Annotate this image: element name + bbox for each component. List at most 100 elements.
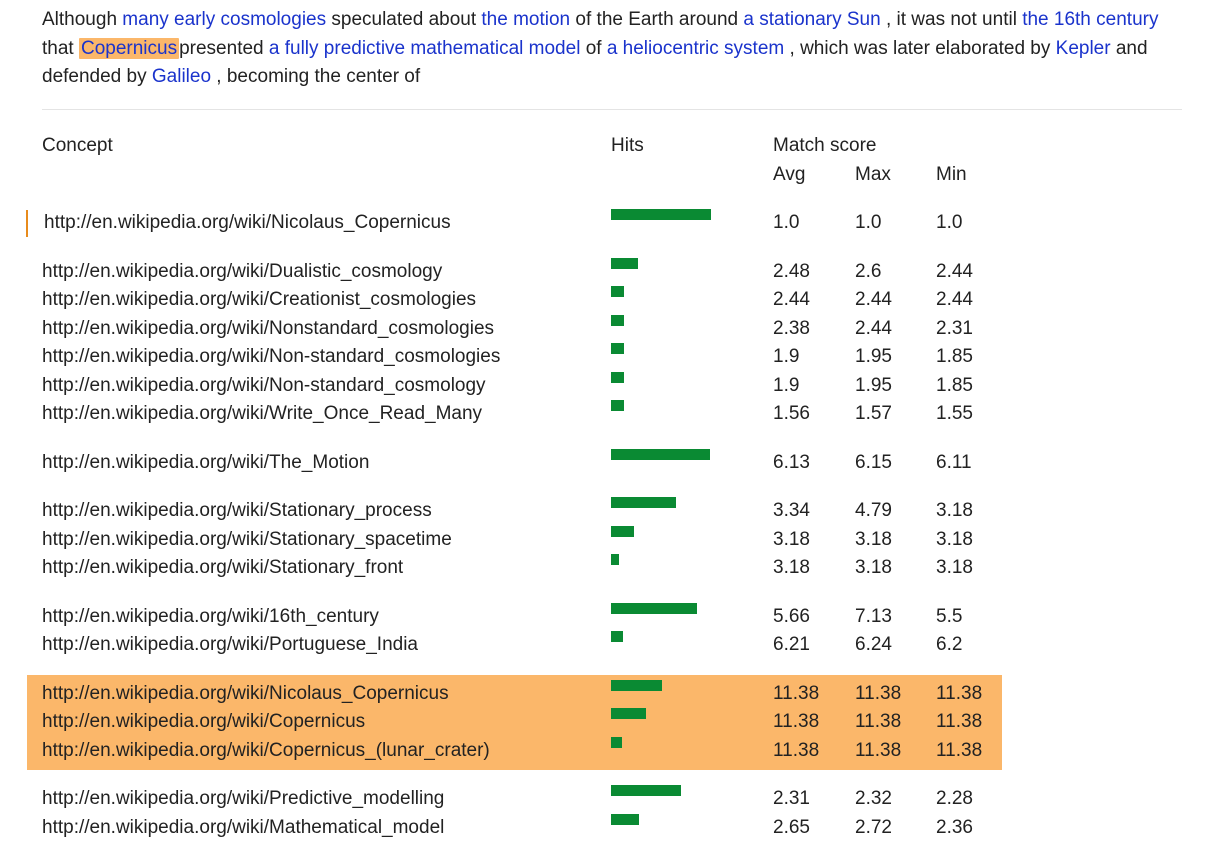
hits-bar — [611, 525, 634, 537]
concept-row: http://en.wikipedia.org/wiki/Nicolaus_Co… — [0, 209, 1214, 238]
score-max: 6.24 — [855, 634, 892, 655]
paragraph-text: of — [580, 37, 607, 59]
score-min: 6.11 — [936, 451, 972, 473]
score-avg: 2.38 — [773, 317, 810, 339]
score-avg: 1.0 — [773, 212, 800, 233]
hits-bar — [611, 631, 623, 642]
hits-bar — [611, 371, 624, 383]
hits-bar — [611, 785, 681, 796]
concept-row: http://en.wikipedia.org/wiki/Creationist… — [0, 286, 1214, 315]
hits-bar — [611, 314, 624, 326]
score-min: 11.38 — [936, 739, 983, 761]
hits-bar — [611, 257, 638, 269]
score-min: 2.28 — [936, 788, 973, 809]
score-max: 11.38 — [855, 711, 902, 732]
hits-bar — [611, 554, 619, 565]
concept-uri[interactable]: http://en.wikipedia.org/wiki/Non-standar… — [42, 346, 501, 367]
hits-bar — [611, 400, 624, 411]
concept-uri[interactable]: http://en.wikipedia.org/wiki/16th_centur… — [42, 605, 379, 627]
score-max: 6.15 — [855, 451, 892, 473]
concept-uri[interactable]: http://en.wikipedia.org/wiki/Stationary_… — [42, 557, 404, 578]
column-header-avg: Avg — [773, 164, 806, 185]
paragraph-text: , which was later elaborated by — [784, 37, 1056, 59]
score-avg: 11.38 — [773, 711, 820, 732]
highlighted-concept-link[interactable]: Copernicus — [78, 37, 180, 59]
concept-link[interactable]: the motion — [481, 9, 571, 30]
concept-uri[interactable]: http://en.wikipedia.org/wiki/Nonstandard… — [42, 317, 495, 339]
score-avg: 6.21 — [773, 634, 810, 655]
column-header-match-score: Match score — [773, 135, 877, 156]
score-avg: 1.56 — [773, 403, 810, 424]
score-min: 6.2 — [936, 634, 963, 655]
score-max: 7.13 — [855, 605, 892, 627]
hits-bar — [611, 448, 710, 460]
concept-row: http://en.wikipedia.org/wiki/Stationary_… — [0, 554, 1214, 583]
score-min: 3.18 — [936, 528, 973, 550]
concept-uri[interactable]: http://en.wikipedia.org/wiki/Stationary_… — [42, 500, 432, 521]
concept-link[interactable]: many early cosmologies — [122, 9, 327, 30]
concept-row: http://en.wikipedia.org/wiki/Copernicus 1… — [0, 708, 1214, 737]
score-avg: 11.38 — [773, 682, 820, 704]
concept-row: http://en.wikipedia.org/wiki/Portuguese_… — [0, 631, 1214, 660]
concept-link[interactable]: a heliocentric system — [606, 37, 785, 59]
score-max: 2.6 — [855, 260, 882, 282]
hits-bar — [611, 708, 646, 719]
concept-row: http://en.wikipedia.org/wiki/Copernicus_… — [0, 736, 1214, 766]
column-header-hits: Hits — [611, 135, 644, 156]
concept-row: http://en.wikipedia.org/wiki/Mathematica… — [0, 813, 1214, 843]
concept-uri[interactable]: http://en.wikipedia.org/wiki/Nicolaus_Co… — [44, 212, 451, 233]
paragraph-text: and defended by — [42, 37, 1148, 88]
score-avg: 3.34 — [773, 500, 810, 521]
concept-uri[interactable]: http://en.wikipedia.org/wiki/Write_Once_… — [42, 403, 483, 424]
score-avg: 1.9 — [773, 374, 800, 396]
score-min: 3.18 — [936, 500, 973, 521]
score-max: 2.44 — [855, 317, 892, 339]
concept-uri[interactable]: http://en.wikipedia.org/wiki/Non-standar… — [42, 374, 486, 396]
column-header-min: Min — [936, 164, 967, 185]
concept-row: http://en.wikipedia.org/wiki/The_Motion 6… — [0, 448, 1214, 478]
paragraph-text: , it was not until — [880, 9, 1023, 30]
score-min: 2.36 — [936, 816, 973, 838]
concept-link[interactable]: Galileo — [151, 66, 212, 87]
score-min: 1.0 — [936, 212, 963, 233]
paragraph-text: presented — [179, 37, 269, 59]
score-max: 2.44 — [855, 289, 892, 310]
score-avg: 2.48 — [773, 260, 810, 282]
divider — [42, 109, 1182, 110]
hits-bar — [611, 497, 676, 508]
score-min: 1.55 — [936, 403, 973, 424]
concept-uri[interactable]: http://en.wikipedia.org/wiki/Nicolaus_Co… — [42, 682, 449, 704]
score-max: 11.38 — [855, 739, 902, 761]
concept-uri[interactable]: http://en.wikipedia.org/wiki/Dualistic_c… — [42, 260, 443, 282]
concept-row: http://en.wikipedia.org/wiki/Write_Once_… — [0, 400, 1214, 429]
concept-link[interactable]: a fully predictive mathematical model — [268, 37, 581, 59]
concept-row: http://en.wikipedia.org/wiki/Predictive_… — [0, 785, 1214, 814]
concept-uri[interactable]: http://en.wikipedia.org/wiki/Creationist… — [42, 289, 477, 310]
concept-uri[interactable]: http://en.wikipedia.org/wiki/Stationary_… — [42, 528, 452, 550]
score-min: 5.5 — [936, 605, 963, 627]
concept-uri[interactable]: http://en.wikipedia.org/wiki/Portuguese_… — [42, 634, 419, 655]
score-min: 1.85 — [936, 374, 973, 396]
score-avg: 5.66 — [773, 605, 810, 627]
concept-link[interactable]: the 16th century — [1022, 9, 1159, 30]
paragraph-text: speculated about — [326, 9, 482, 30]
score-avg: 2.31 — [773, 788, 810, 809]
score-min: 3.18 — [936, 557, 973, 578]
concept-uri[interactable]: http://en.wikipedia.org/wiki/The_Motion — [42, 451, 370, 473]
concept-row: http://en.wikipedia.org/wiki/Nicolaus_Co… — [0, 679, 1214, 709]
concept-uri[interactable]: http://en.wikipedia.org/wiki/Predictive_… — [42, 788, 445, 809]
concept-link[interactable]: Kepler — [1055, 37, 1111, 59]
concept-link[interactable]: a stationary Sun — [743, 9, 881, 30]
concept-uri[interactable]: http://en.wikipedia.org/wiki/Copernicus_… — [42, 739, 490, 761]
hits-bar — [611, 813, 639, 825]
paragraph-text: Although — [42, 9, 123, 30]
score-max: 1.95 — [855, 374, 892, 396]
score-avg: 3.18 — [773, 528, 810, 550]
concept-uri[interactable]: http://en.wikipedia.org/wiki/Copernicus — [42, 711, 366, 732]
score-max: 4.79 — [855, 500, 892, 521]
score-min: 2.31 — [936, 317, 973, 339]
hits-bar — [611, 736, 622, 748]
concept-uri[interactable]: http://en.wikipedia.org/wiki/Mathematica… — [42, 816, 445, 838]
concept-row: http://en.wikipedia.org/wiki/Stationary_… — [0, 497, 1214, 526]
concept-row: http://en.wikipedia.org/wiki/Dualistic_c… — [0, 257, 1214, 287]
